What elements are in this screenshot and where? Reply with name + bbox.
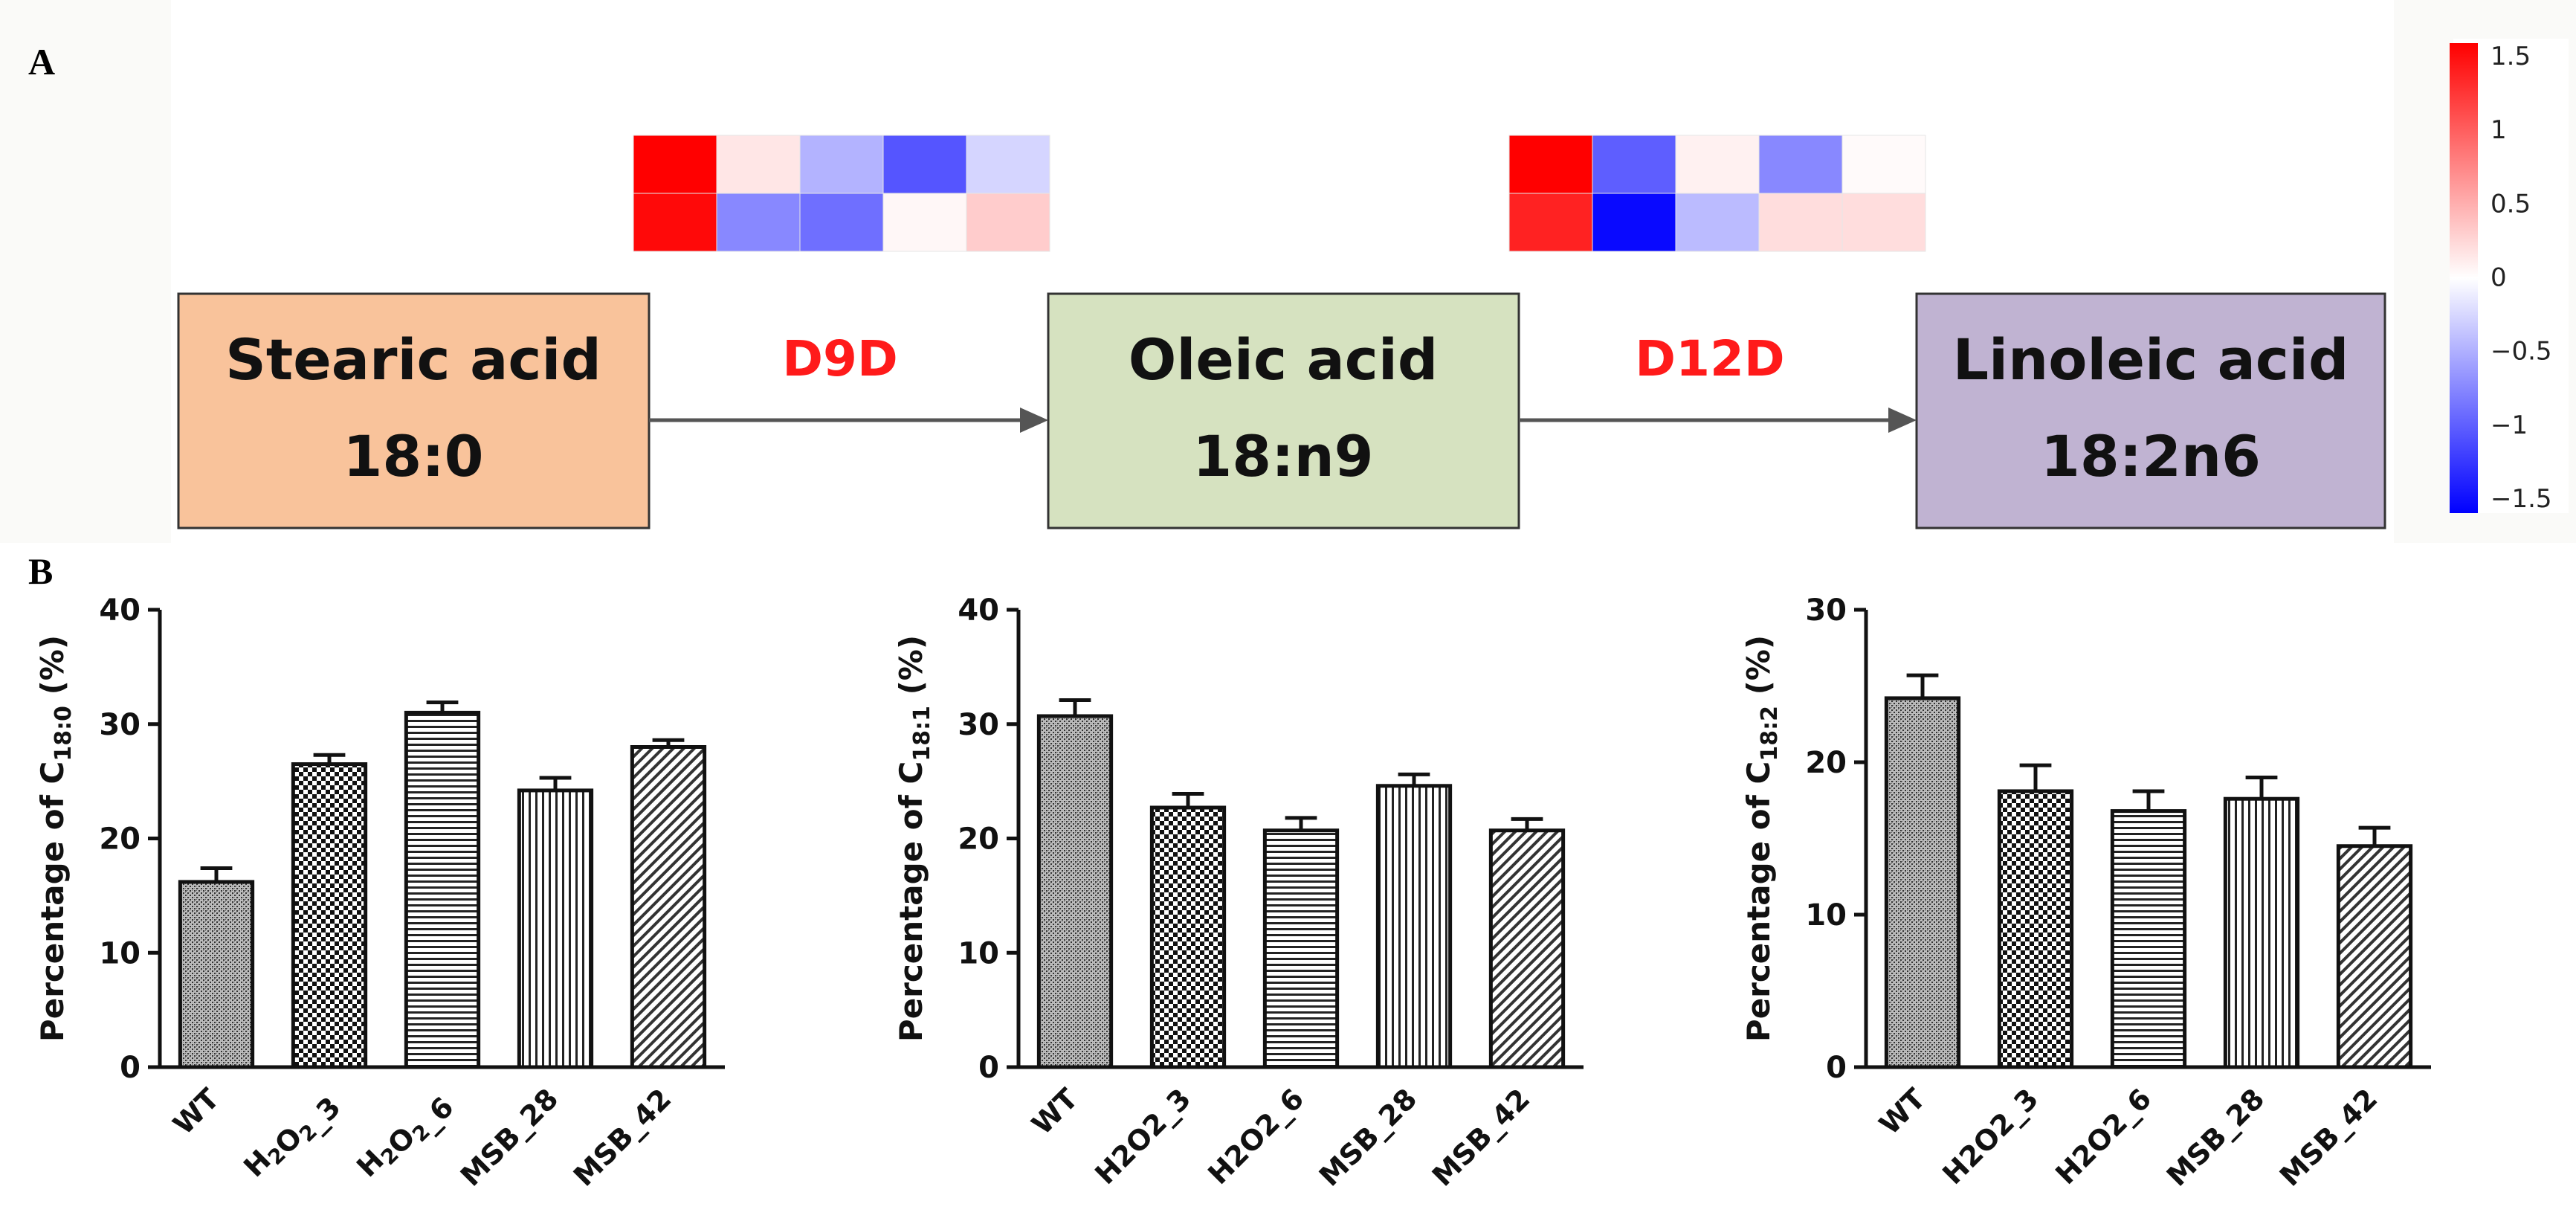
bar — [1149, 805, 1227, 1069]
heatmap-cell — [1841, 193, 1926, 252]
y-tick-label: 10 — [958, 936, 999, 970]
colorbar-tick-label: −1 — [2491, 410, 2528, 440]
heatmap-d12d — [1508, 135, 1926, 252]
bar — [291, 762, 368, 1069]
bar — [2223, 796, 2300, 1069]
heatmap-cell — [1592, 135, 1676, 194]
colorbar-tick-label: 0.5 — [2491, 189, 2531, 219]
arrow-d9d — [649, 408, 1048, 433]
heatmap-cell — [1508, 193, 1593, 252]
y-axis-label: Percentage of C18:2 (%) — [1740, 635, 1783, 1042]
chart-c18-1: 0 10 20 30 40 Percentage of C18:1 (%) WT H2O2_3… — [893, 593, 1584, 1193]
colorbar-gradient — [2450, 43, 2478, 513]
heatmap-cell — [716, 193, 801, 252]
heatmap-cell — [882, 135, 967, 194]
enzyme-label-d9d: D9D — [782, 330, 898, 387]
heatmap-d9d — [633, 135, 1050, 252]
x-tick-label: WT — [1025, 1082, 1084, 1141]
heatmap-cell — [716, 135, 801, 194]
bar — [2336, 844, 2413, 1069]
colorbar-tick-label: 0 — [2491, 263, 2507, 293]
box-formula: 18:0 — [343, 423, 483, 489]
heatmap-cell — [1758, 193, 1843, 252]
heatmap-cell — [1675, 135, 1760, 194]
x-tick-label: H2O2_3 — [1088, 1082, 1197, 1191]
y-tick-label: 30 — [1805, 593, 1847, 628]
colorbar-tick-label: 1.5 — [2491, 42, 2531, 71]
y-tick-label: 20 — [958, 822, 999, 857]
bar — [517, 788, 594, 1069]
bar — [404, 710, 481, 1069]
bar — [1997, 789, 2074, 1069]
y-axis-label: Percentage of C18:1 (%) — [893, 635, 935, 1042]
panel-a-label: A — [28, 41, 55, 83]
bar — [178, 880, 255, 1069]
heatmap-cell — [1675, 193, 1760, 252]
y-tick-label: 20 — [1805, 746, 1847, 780]
x-tick-label: MSB_42 — [1426, 1082, 1537, 1193]
x-tick-label: WT — [167, 1082, 225, 1141]
panel-b-label: B — [28, 550, 53, 592]
bar — [1375, 784, 1453, 1069]
heatmap-cell — [633, 135, 717, 194]
x-tick-label: H2O2_6 — [350, 1082, 459, 1191]
y-axis-label: Percentage of C18:0 (%) — [34, 635, 77, 1042]
heatmap-cell — [1508, 135, 1593, 194]
heatmap-cell — [799, 193, 884, 252]
y-tick-label: 0 — [978, 1051, 999, 1085]
colorbar-tick-label: 1 — [2491, 115, 2507, 145]
bar — [1036, 714, 1114, 1069]
y-tick-label: 30 — [958, 708, 999, 742]
bar — [630, 745, 707, 1069]
heatmap-cell — [1758, 135, 1843, 194]
y-tick-label: 30 — [99, 708, 141, 742]
heatmap-cell — [966, 193, 1050, 252]
heatmap-cell — [799, 135, 884, 194]
bar — [1488, 828, 1566, 1069]
colorbar: 1.5 1 0.5 0 −0.5 −1 −1.5 — [2450, 39, 2569, 514]
bar — [1262, 828, 1340, 1069]
x-tick-label: H2O2_3 — [1936, 1082, 2044, 1191]
enzyme-label-d12d: D12D — [1635, 330, 1784, 387]
x-tick-label: MSB_42 — [567, 1082, 678, 1193]
bar — [2110, 809, 2187, 1069]
chart-c18-0: 0 10 20 30 40 Percentage of C18:0 (%) WTH2O2_3… — [34, 593, 725, 1193]
heatmap-cell — [966, 135, 1050, 194]
pathway-box-stearic-acid: Stearic acid 18:0 — [177, 292, 651, 529]
heatmap-cell — [882, 193, 967, 252]
y-tick-label: 10 — [1805, 898, 1847, 933]
heatmap-cell — [633, 193, 717, 252]
x-tick-label: MSB_28 — [2160, 1082, 2271, 1193]
x-tick-label: H2O2_6 — [1201, 1082, 1310, 1191]
x-tick-label: MSB_28 — [1313, 1082, 1424, 1193]
box-name: Stearic acid — [225, 326, 601, 393]
x-tick-label: MSB_28 — [454, 1082, 565, 1193]
x-tick-label: H2O2_3 — [237, 1082, 346, 1191]
y-tick-label: 40 — [958, 593, 999, 628]
heatmap-cell — [1841, 135, 1926, 194]
chart-c18-2: 0 10 20 30 Percentage of C18:2 (%) WT H2O2_3 H2… — [1740, 593, 2431, 1193]
box-name: Linoleic acid — [1953, 326, 2349, 393]
y-tick-label: 10 — [99, 936, 141, 970]
y-tick-label: 20 — [99, 822, 141, 857]
x-tick-label: H2O2_6 — [2049, 1082, 2157, 1191]
arrow-d12d — [1519, 408, 1917, 433]
y-tick-label: 0 — [120, 1051, 141, 1085]
box-formula: 18:2n6 — [2041, 423, 2261, 489]
colorbar-tick-label: −0.5 — [2491, 337, 2552, 367]
colorbar-tick-label: −1.5 — [2491, 484, 2552, 514]
pathway-box-linoleic-acid: Linoleic acid 18:2n6 — [1915, 292, 2386, 529]
y-tick-label: 0 — [1826, 1051, 1847, 1085]
x-tick-label: WT — [1873, 1082, 1931, 1141]
pathway-box-oleic-acid: Oleic acid 18:n9 — [1047, 292, 1520, 529]
box-name: Oleic acid — [1129, 326, 1439, 393]
heatmap-cell — [1592, 193, 1676, 252]
y-tick-label: 40 — [99, 593, 141, 628]
box-formula: 18:n9 — [1192, 423, 1373, 489]
bar — [1884, 696, 1961, 1069]
x-tick-label: MSB_42 — [2273, 1082, 2384, 1193]
